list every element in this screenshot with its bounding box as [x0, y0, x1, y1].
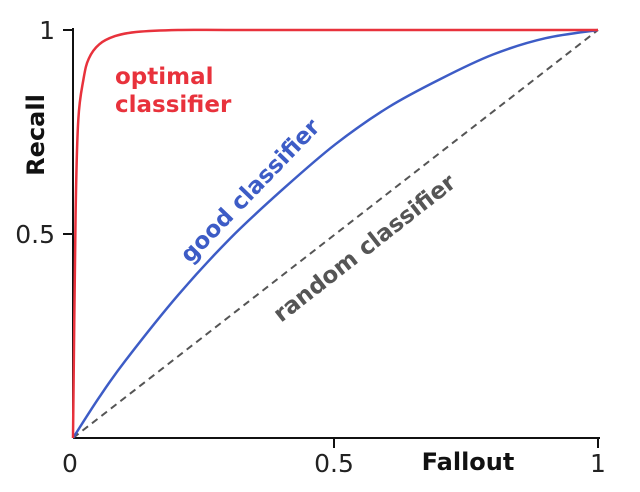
x-tick-label-1: 1 — [590, 449, 606, 478]
optimal-classifier-label-line-2: classifier — [115, 92, 232, 118]
optimal-classifier-curve — [71, 28, 598, 439]
y-axis-title: Recall — [22, 94, 50, 176]
random-classifier-curve — [72, 29, 599, 439]
x-tick-label-05: 0.5 — [314, 449, 354, 478]
y-tick-label-1: 1 — [39, 16, 55, 45]
y-tick-label-05: 0.5 — [15, 220, 55, 249]
x-tick-label-0: 0 — [62, 449, 78, 478]
optimal-classifier-label-line-1: optimal — [115, 64, 214, 90]
random-classifier-label: random classifier — [269, 169, 462, 328]
curves-group — [71, 28, 599, 439]
good-classifier-curve — [71, 28, 599, 439]
good-classifier-label: good classifier — [176, 114, 326, 268]
x-axis-title: Fallout — [422, 448, 515, 476]
